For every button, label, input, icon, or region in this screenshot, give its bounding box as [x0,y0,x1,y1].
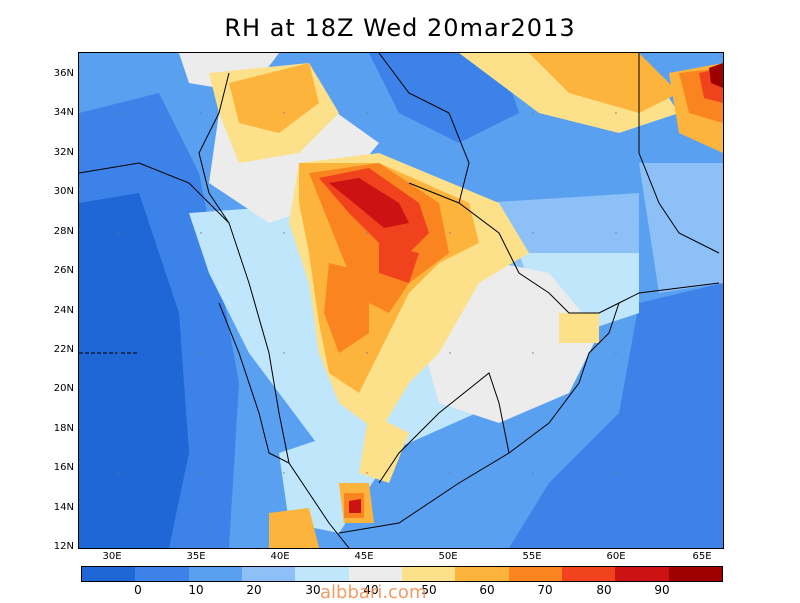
lat-label: 22N [53,344,74,355]
rh-field [79,53,723,548]
colorbar-label: 70 [537,583,553,597]
colorbar-label: 0 [134,583,142,597]
rh-map [78,52,724,549]
lon-label: 30E [102,551,122,562]
colorbar-label: 80 [596,583,612,597]
colorbar-swatch [401,567,456,581]
lat-label: 18N [53,423,74,434]
lat-label: 34N [53,107,74,118]
colorbar-swatch [188,567,242,581]
lon-label: 45E [354,551,374,562]
colorbar-swatch [455,567,509,581]
colorbar-label: 10 [188,583,204,597]
colorbar-label: 20 [246,583,262,597]
lon-label: 50E [438,551,458,562]
map-title: RH at 18Z Wed 20mar2013 [224,14,576,42]
colorbar-label: 60 [479,583,495,597]
colorbar-label: 90 [654,583,670,597]
colorbar-swatch [295,567,349,581]
lat-label: 16N [53,462,74,473]
lat-label: 20N [53,383,74,394]
lon-label: 55E [522,551,542,562]
watermark: albbari.com [320,582,427,603]
lat-label: 14N [53,502,74,513]
lat-label: 26N [53,265,74,276]
colorbar-label: 50 [421,583,437,597]
colorbar-swatch [561,567,616,581]
lon-label: 60E [606,551,626,562]
lat-label: 32N [53,147,74,158]
colorbar-swatch [348,567,402,581]
lat-label: 24N [53,305,74,316]
colorbar-swatch [135,567,189,581]
lat-label: 30N [53,186,74,197]
lat-label: 28N [53,226,74,237]
colorbar-swatch [508,567,562,581]
colorbar [81,566,723,582]
colorbar-swatch [615,567,669,581]
lat-label: 12N [53,541,74,552]
lat-label: 36N [53,68,74,79]
colorbar-label: 40 [363,583,379,597]
colorbar-swatch [241,567,296,581]
lon-label: 65E [692,551,712,562]
lon-label: 40E [270,551,290,562]
colorbar-swatch [668,567,722,581]
colorbar-swatch [82,567,136,581]
lon-label: 35E [186,551,206,562]
colorbar-label: 30 [305,583,321,597]
